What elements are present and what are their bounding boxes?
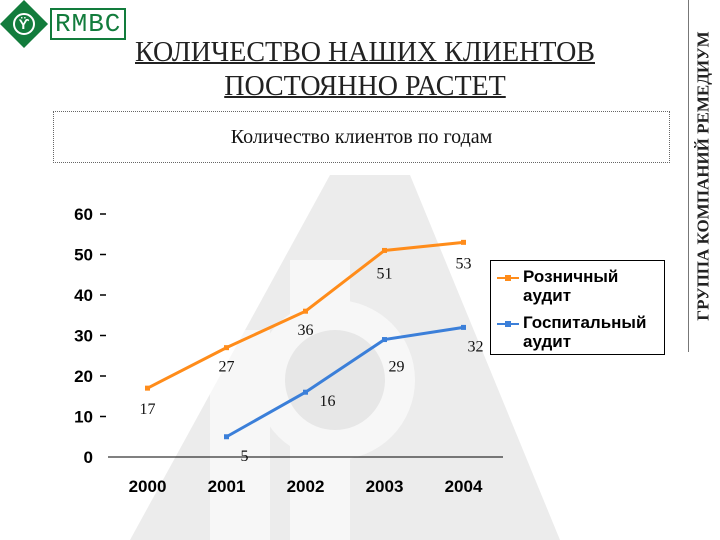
data-point xyxy=(461,239,466,245)
legend-label-hospital: Госпитальный аудит xyxy=(523,313,647,351)
data-label: 29 xyxy=(389,359,405,376)
x-tick-label: 2002 xyxy=(287,477,325,496)
data-point xyxy=(461,324,466,330)
legend-swatch-retail xyxy=(497,275,519,281)
data-point xyxy=(382,247,387,253)
data-point xyxy=(382,337,387,343)
title-line-1: КОЛИЧЕСТВО НАШИХ КЛИЕНТОВ xyxy=(135,37,595,68)
data-point xyxy=(224,434,229,440)
y-tick-label: 30 xyxy=(74,327,93,346)
page-title: КОЛИЧЕСТВО НАШИХ КЛИЕНТОВ ПОСТОЯННО РАСТ… xyxy=(60,36,670,104)
y-tick-label: 50 xyxy=(74,246,93,265)
x-tick-label: 2003 xyxy=(366,477,404,496)
y-tick-label: 10 xyxy=(74,408,93,427)
x-tick-label: 2000 xyxy=(129,477,167,496)
data-label: 16 xyxy=(320,393,336,410)
data-point xyxy=(145,385,150,391)
y-tick-label: 20 xyxy=(74,367,93,386)
title-line-2: ПОСТОЯННО РАСТЕТ xyxy=(224,71,506,102)
legend-item-hospital: Госпитальный аудит xyxy=(497,313,665,351)
chart-subtitle: Количество клиентов по годам xyxy=(53,111,670,163)
data-label: 32 xyxy=(468,338,484,355)
data-point xyxy=(224,345,229,351)
series-line-retail xyxy=(146,240,464,390)
data-label: 53 xyxy=(456,255,472,272)
data-label: 5 xyxy=(241,448,249,465)
company-logo: ϔ RMBC xyxy=(0,0,127,49)
legend-item-retail: Розничный аудит xyxy=(497,267,665,305)
x-tick-label: 2004 xyxy=(445,477,483,496)
chart-legend: Розничный аудит Госпитальный аудит xyxy=(490,260,665,355)
data-point xyxy=(303,389,308,395)
side-divider xyxy=(688,0,689,352)
legend-swatch-hospital xyxy=(497,321,519,327)
y-tick-label: 60 xyxy=(74,205,93,224)
data-label: 51 xyxy=(377,265,393,282)
x-tick-label: 2001 xyxy=(208,477,246,496)
data-point xyxy=(303,308,308,314)
y-tick-label: 0 xyxy=(84,448,93,467)
series-line-hospital xyxy=(225,325,464,439)
legend-label-retail: Розничный аудит xyxy=(523,267,619,305)
y-tick-label: 40 xyxy=(74,286,93,305)
data-label: 27 xyxy=(219,359,235,376)
data-label: 17 xyxy=(140,401,156,418)
data-label: 36 xyxy=(298,322,314,339)
logo-text: RMBC xyxy=(50,8,127,40)
